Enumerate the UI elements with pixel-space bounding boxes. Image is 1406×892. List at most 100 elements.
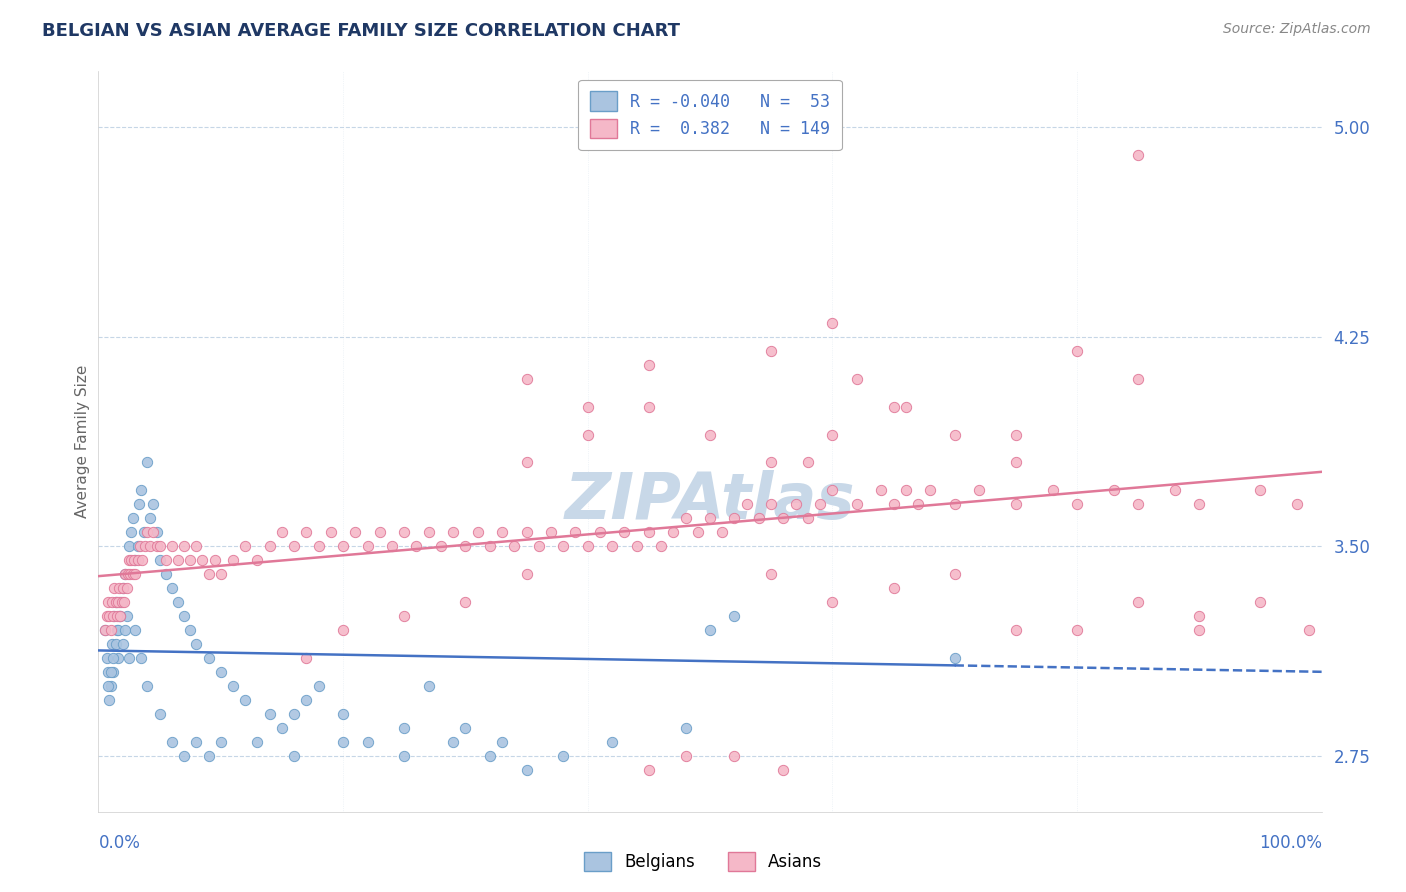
Point — [179, 553, 201, 567]
Point — [797, 511, 820, 525]
Point — [1188, 609, 1211, 624]
Point — [1249, 483, 1271, 498]
Point — [943, 427, 966, 442]
Point — [111, 581, 134, 595]
Point — [576, 539, 599, 553]
Point — [662, 525, 685, 540]
Point — [761, 497, 783, 511]
Point — [103, 609, 125, 624]
Point — [114, 567, 136, 582]
Point — [821, 316, 844, 330]
Point — [381, 539, 404, 553]
Point — [246, 735, 269, 749]
Point — [149, 553, 172, 567]
Point — [108, 581, 131, 595]
Point — [515, 372, 537, 386]
Point — [117, 567, 139, 582]
Point — [920, 483, 942, 498]
Point — [1128, 148, 1150, 162]
Point — [392, 721, 416, 735]
Point — [515, 763, 537, 777]
Point — [308, 679, 330, 693]
Point — [699, 511, 721, 525]
Point — [100, 623, 122, 637]
Point — [392, 748, 416, 763]
Point — [675, 511, 697, 525]
Point — [129, 483, 152, 498]
Point — [735, 497, 758, 511]
Point — [136, 525, 159, 540]
Point — [1128, 595, 1150, 609]
Point — [418, 525, 440, 540]
Point — [155, 567, 177, 582]
Point — [233, 693, 256, 707]
Point — [943, 567, 966, 582]
Point — [1102, 483, 1125, 498]
Point — [111, 595, 134, 609]
Point — [167, 595, 190, 609]
Point — [149, 706, 172, 721]
Point — [120, 553, 142, 567]
Point — [259, 706, 281, 721]
Point — [1188, 497, 1211, 511]
Point — [478, 539, 501, 553]
Point — [97, 665, 120, 679]
Point — [748, 511, 770, 525]
Point — [1286, 497, 1309, 511]
Point — [392, 525, 416, 540]
Point — [104, 637, 127, 651]
Point — [845, 497, 868, 511]
Point — [1188, 623, 1211, 637]
Point — [97, 679, 120, 693]
Point — [121, 567, 143, 582]
Point — [122, 553, 145, 567]
Point — [186, 735, 208, 749]
Point — [454, 539, 477, 553]
Point — [270, 525, 294, 540]
Point — [761, 343, 783, 358]
Point — [1066, 623, 1088, 637]
Point — [772, 763, 794, 777]
Point — [233, 539, 256, 553]
Point — [186, 539, 208, 553]
Point — [111, 637, 134, 651]
Point — [222, 679, 245, 693]
Point — [160, 581, 183, 595]
Point — [283, 539, 305, 553]
Point — [129, 651, 152, 665]
Point — [295, 693, 318, 707]
Point — [441, 525, 464, 540]
Point — [454, 595, 477, 609]
Point — [96, 651, 118, 665]
Text: Source: ZipAtlas.com: Source: ZipAtlas.com — [1223, 22, 1371, 37]
Point — [626, 539, 648, 553]
Point — [283, 748, 305, 763]
Point — [142, 525, 165, 540]
Point — [503, 539, 526, 553]
Point — [576, 400, 599, 414]
Point — [204, 553, 226, 567]
Point — [332, 539, 354, 553]
Point — [907, 497, 929, 511]
Point — [112, 595, 135, 609]
Point — [136, 455, 159, 469]
Point — [139, 539, 162, 553]
Point — [93, 623, 115, 637]
Point — [270, 721, 294, 735]
Point — [515, 455, 537, 469]
Point — [160, 539, 183, 553]
Point — [308, 539, 330, 553]
Point — [132, 525, 155, 540]
Point — [553, 748, 575, 763]
Point — [344, 525, 367, 540]
Point — [222, 553, 245, 567]
Point — [118, 553, 141, 567]
Point — [134, 539, 156, 553]
Point — [246, 553, 269, 567]
Legend: Belgians, Asians: Belgians, Asians — [575, 843, 831, 880]
Point — [142, 497, 165, 511]
Point — [356, 735, 378, 749]
Point — [114, 567, 136, 582]
Point — [96, 609, 118, 624]
Point — [146, 525, 169, 540]
